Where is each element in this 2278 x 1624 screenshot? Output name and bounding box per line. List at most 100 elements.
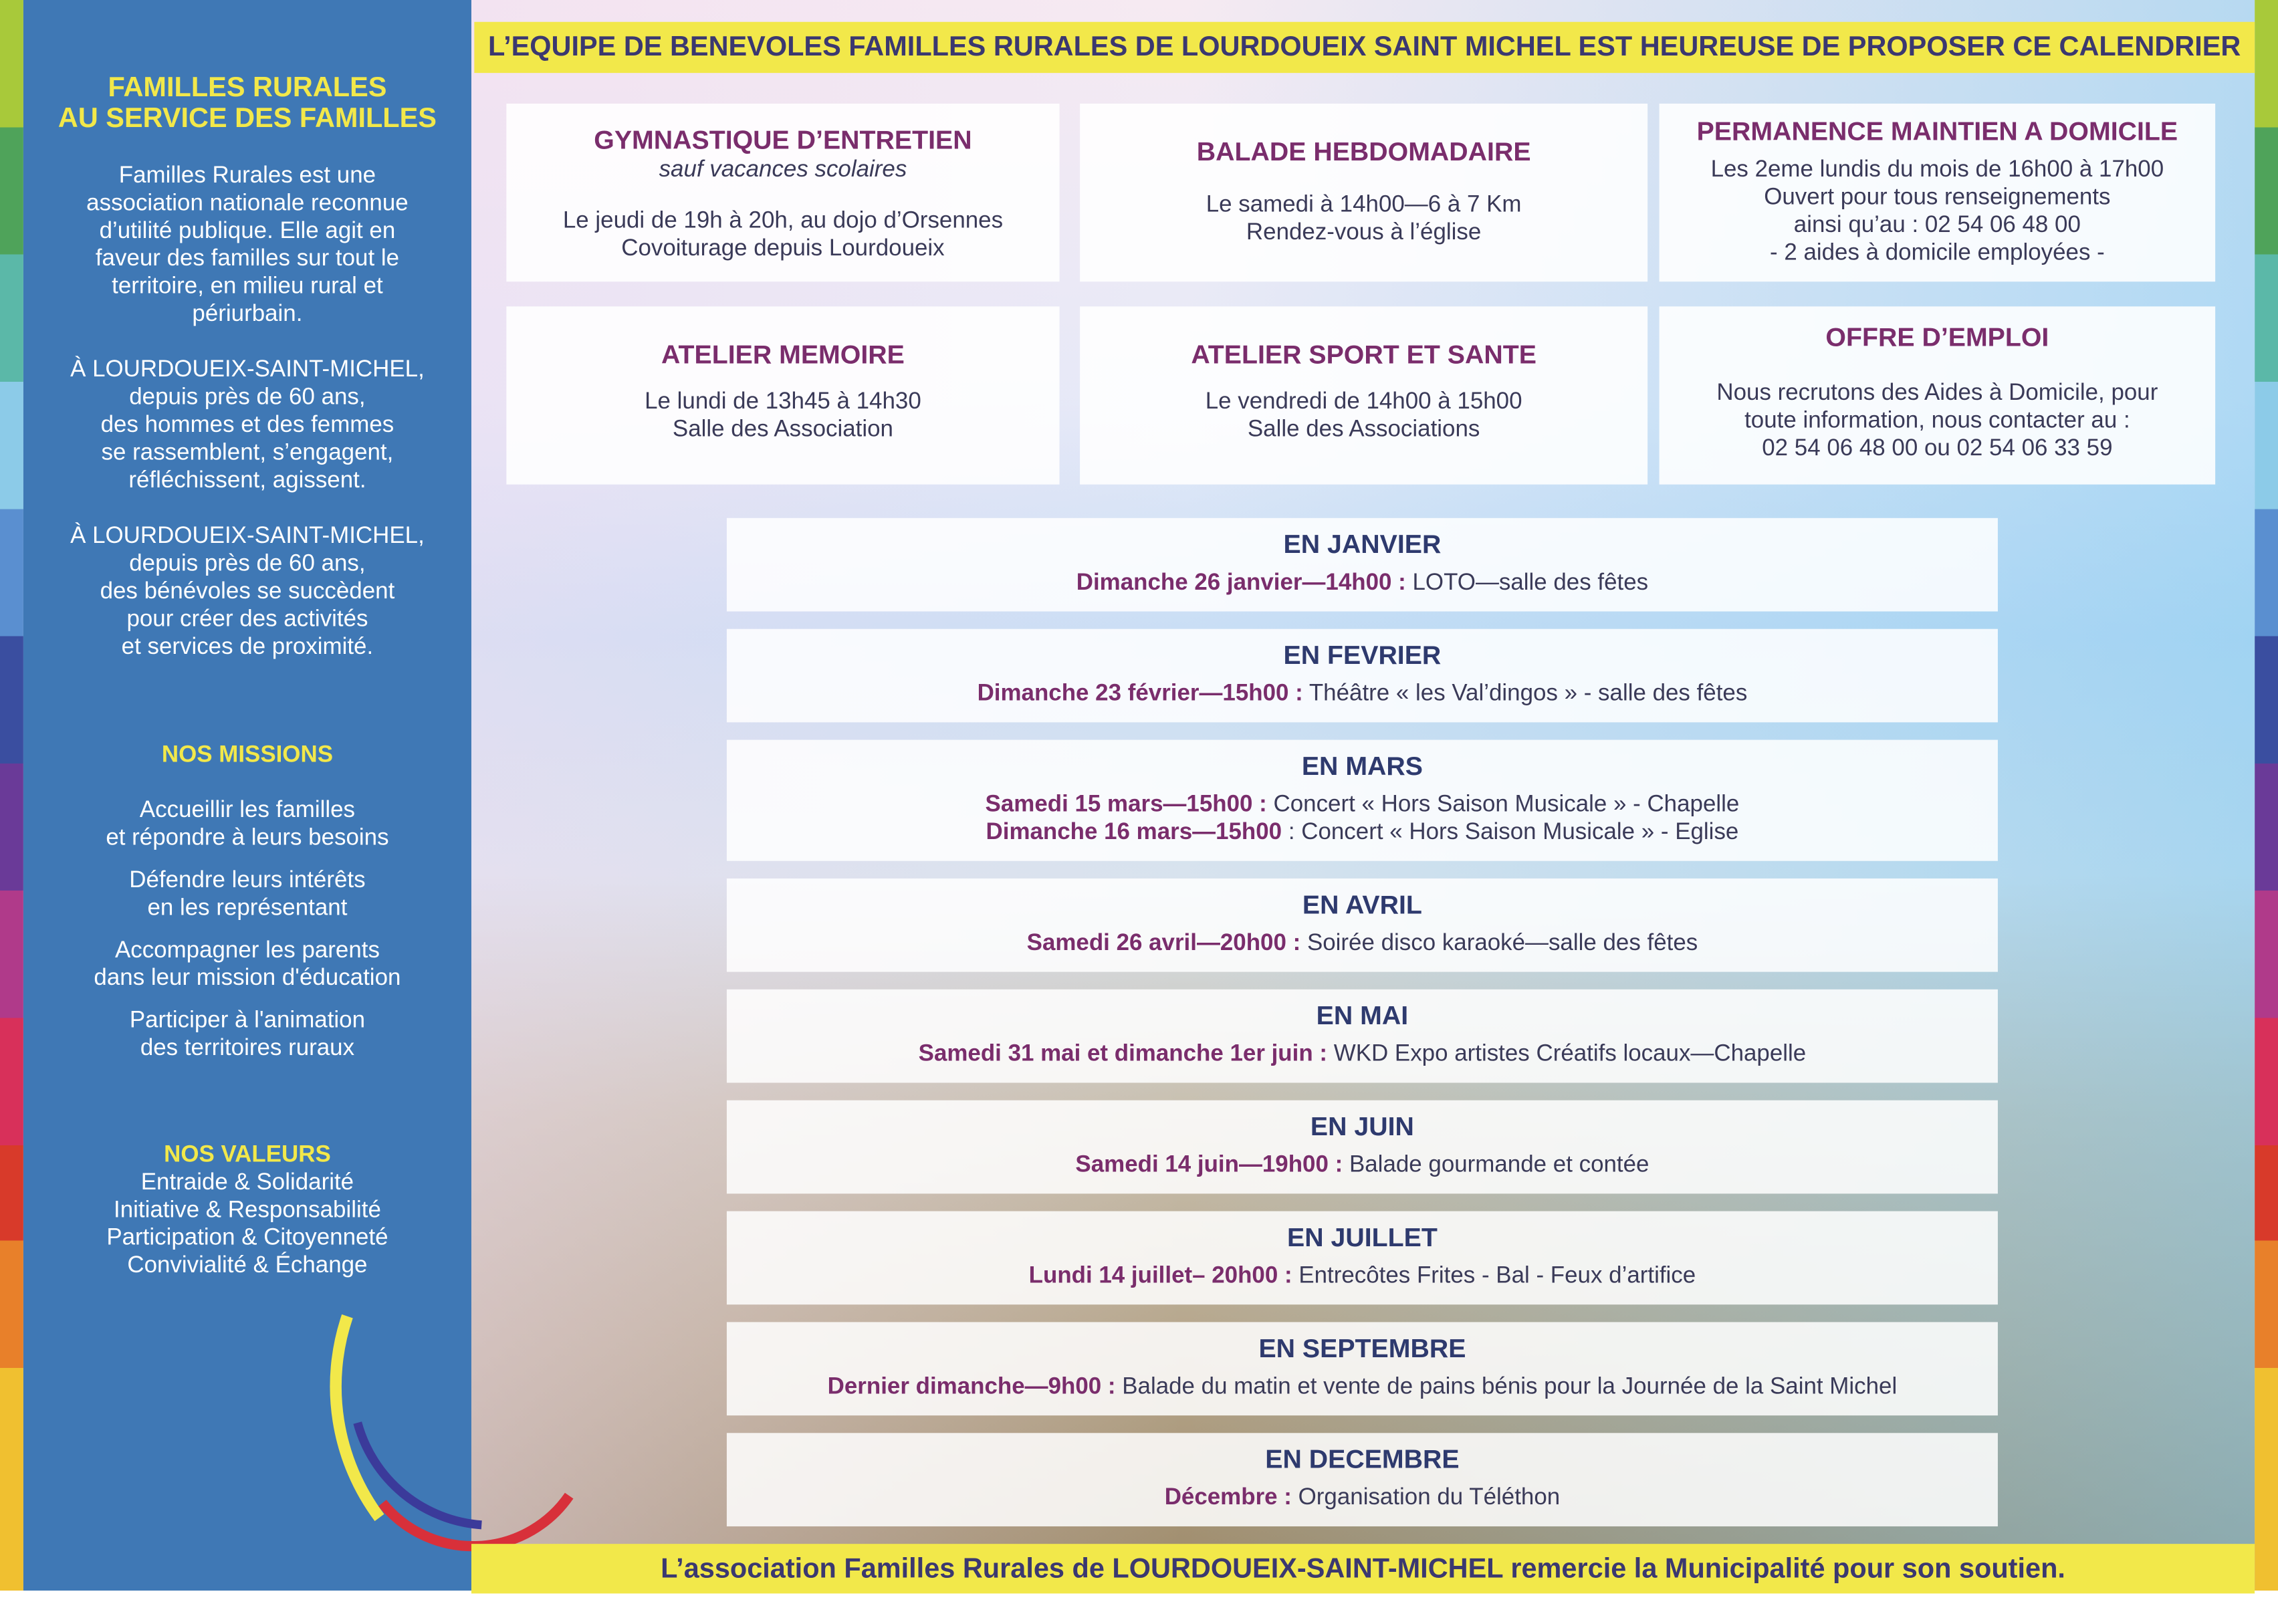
- event-what: Théâtre « les Val’dingos » - salle des f…: [1308, 681, 1748, 707]
- section-heading: NOS MISSIONS: [161, 742, 334, 768]
- activity-title: ATELIER MEMOIRE: [661, 340, 905, 370]
- color-strip: [0, 0, 23, 1591]
- value-item: Entraide & Solidarité: [140, 1170, 354, 1195]
- logo-arcs: [330, 1314, 574, 1552]
- activity-title: BALADE HEBDOMADAIRE: [1196, 137, 1531, 166]
- text-line: Le jeudi de 19h à 20h, au dojo d’Orsenne…: [562, 209, 1004, 234]
- arc: [330, 1314, 384, 1522]
- text-line: se rassemblent, s’engagent,: [101, 441, 394, 466]
- event-when: Dimanche 26 janvier—14h00 :: [1076, 570, 1406, 596]
- text-line: Accompagner les parents: [114, 938, 380, 963]
- text-line: Accueillir les familles: [139, 798, 356, 823]
- activity-card: OFFRE D’EMPLOI Nous recrutons des Aides à…: [1659, 306, 2216, 485]
- value-item: Convivialité & Échange: [127, 1253, 368, 1278]
- mission: Accompagner les parents dans leur mission…: [23, 937, 471, 992]
- text-line: Salle des Association: [672, 417, 893, 443]
- text-line: Défendre leurs intérêts: [129, 868, 366, 893]
- activity-body: Nous recrutons des Aides à Domicile, pou…: [1660, 379, 2216, 462]
- event-month: EN AVRIL Samedi 26 avril—20h00 : Soirée d…: [726, 878, 1998, 972]
- event-entry: Décembre : Organisation du Téléthon: [727, 1484, 1998, 1512]
- text-line: À LOURDOUEIX-SAINT-MICHEL,: [70, 524, 425, 549]
- activity-card: BALADE HEBDOMADAIRE Le samedi à 14h00—6 à…: [1080, 103, 1648, 282]
- text-line: en les représentant: [147, 896, 348, 921]
- text-line: et répondre à leurs besoins: [106, 826, 389, 851]
- color-strip: [2255, 0, 2278, 1591]
- event-entry: Lundi 14 juillet– 20h00 : Entrecôtes Fri…: [727, 1262, 1998, 1290]
- event-entry: Samedi 31 mai et dimanche 1er juin : WKD…: [727, 1040, 1998, 1068]
- event-month: EN JANVIER Dimanche 26 janvier—14h00 : LO…: [726, 517, 1998, 612]
- header-title: L’EQUIPE DE BENEVOLES FAMILLES RURALES D…: [488, 32, 2241, 63]
- text-line: 02 54 06 48 00 ou 02 54 06 33 59: [1762, 436, 2113, 461]
- text-line: Nous recrutons des Aides à Domicile, pou…: [1716, 380, 2158, 406]
- activity-card: GYMNASTIQUE D’ENTRETIEN sauf vacances sco…: [506, 103, 1060, 282]
- activity-body: Le vendredi de 14h00 à 15h00 Salle des As…: [1080, 388, 1647, 444]
- text-line: Covoiturage depuis Lourdoueix: [621, 236, 945, 261]
- text-line: Rendez-vous à l’église: [1246, 220, 1482, 245]
- event-what: Organisation du Téléthon: [1298, 1485, 1561, 1510]
- event-when: Samedi 15 mars—15h00 :: [985, 792, 1267, 818]
- value-item: Participation & Citoyenneté: [106, 1226, 388, 1251]
- text-line: depuis près de 60 ans,: [129, 552, 366, 577]
- text-line: association nationale reconnue: [86, 191, 409, 217]
- event-month: EN MAI Samedi 31 mai et dimanche 1er juin…: [726, 989, 1998, 1083]
- text-line: d’utilité publique. Elle agit en: [99, 219, 396, 244]
- text-line: Participer à l'animation: [129, 1008, 366, 1034]
- event-what: Balade gourmande et contée: [1349, 1153, 1649, 1178]
- section-heading: NOS VALEURS: [164, 1142, 331, 1168]
- mission: Accueillir les familles et répondre à leu…: [23, 797, 471, 852]
- event-what: Entrecôtes Frites - Bal - Feux d’artific…: [1298, 1264, 1696, 1289]
- text-line: Salle des Associations: [1247, 417, 1480, 443]
- event-entry: Dernier dimanche—9h00 : Balade du matin …: [727, 1373, 1998, 1401]
- activity-body: Le lundi de 13h45 à 14h30 Salle des Assoc…: [506, 388, 1059, 444]
- header-banner: L’EQUIPE DE BENEVOLES FAMILLES RURALES D…: [474, 21, 2255, 74]
- sidebar-paragraph: À LOURDOUEIX-SAINT-MICHEL, depuis près de…: [23, 356, 471, 495]
- event-month: EN DECEMBRE Décembre : Organisation du Té…: [726, 1433, 1998, 1526]
- sidebar-paragraph: À LOURDOUEIX-SAINT-MICHEL, depuis près de…: [23, 522, 471, 661]
- event-what: Balade du matin et vente de pains bénis …: [1122, 1374, 1898, 1400]
- month-title: EN AVRIL: [1302, 890, 1422, 920]
- month-title: EN JUIN: [1310, 1112, 1414, 1141]
- event-when: Samedi 14 juin—19h00 :: [1075, 1153, 1343, 1178]
- text-line: toute information, nous contacter au :: [1744, 409, 2130, 434]
- event-what: : Concert « Hors Saison Musicale » - Egl…: [1288, 820, 1739, 845]
- footer-banner: L’association Familles Rurales de LOURDO…: [471, 1544, 2255, 1594]
- arc: [353, 1421, 482, 1530]
- event-what: LOTO—salle des fêtes: [1412, 570, 1649, 596]
- event-month: EN MARS Samedi 15 mars—15h00 : Concert « …: [726, 739, 1998, 861]
- text-line: Ouvert pour tous renseignements: [1764, 185, 2111, 211]
- text-line: territoire, en milieu rural et: [112, 274, 383, 300]
- month-title: EN JUILLET: [1287, 1223, 1438, 1252]
- activity-subtitle: sauf vacances scolaires: [659, 157, 907, 183]
- text-line: des territoires ruraux: [140, 1036, 355, 1061]
- text-line: - 2 aides à domicile employées -: [1769, 241, 2105, 266]
- mission: Défendre leurs intérêts en les représenta…: [23, 866, 471, 922]
- event-when: Décembre :: [1164, 1485, 1292, 1510]
- text-line: depuis près de 60 ans,: [129, 385, 366, 411]
- text-line: dans leur mission d'éducation: [94, 965, 401, 991]
- footer-text: L’association Familles Rurales de LOURDO…: [661, 1554, 2065, 1585]
- text-line: des hommes et des femmes: [100, 413, 394, 438]
- month-title: EN MARS: [1301, 751, 1423, 781]
- text-line: Le vendredi de 14h00 à 15h00: [1205, 389, 1522, 415]
- event-month: EN SEPTEMBRE Dernier dimanche—9h00 : Bala…: [726, 1322, 1998, 1416]
- event-when: Lundi 14 juillet– 20h00 :: [1028, 1264, 1292, 1289]
- event-entry: Samedi 14 juin—19h00 : Balade gourmande …: [727, 1151, 1998, 1179]
- events: EN JANVIER Dimanche 26 janvier—14h00 : LO…: [726, 517, 1998, 1526]
- event-month: EN FEVRIER Dimanche 23 février—15h00 : Th…: [726, 628, 1998, 723]
- activity-title: PERMANENCE MAINTIEN A DOMICILE: [1696, 116, 2178, 146]
- sidebar-title: AU SERVICE DES FAMILLES: [58, 103, 437, 134]
- text-line: pour créer des activités: [126, 606, 368, 632]
- text-line: Familles Rurales est une: [118, 163, 376, 189]
- event-month: EN JUILLET Lundi 14 juillet– 20h00 : Entr…: [726, 1211, 1998, 1305]
- activity-body: Les 2eme lundis du mois de 16h00 à 17h00…: [1660, 156, 2216, 267]
- activity-title: OFFRE D’EMPLOI: [1825, 322, 2049, 352]
- month-title: EN JANVIER: [1283, 530, 1442, 559]
- activity-title: GYMNASTIQUE D’ENTRETIEN: [594, 125, 972, 155]
- activity-title: ATELIER SPORT ET SANTE: [1191, 340, 1536, 370]
- text-line: des bénévoles se succèdent: [100, 579, 395, 604]
- event-what: WKD Expo artistes Créatifs locaux—Chapel…: [1333, 1042, 1807, 1067]
- text-line: faveur des familles sur tout le: [95, 246, 400, 271]
- event-when: Samedi 31 mai et dimanche 1er juin :: [918, 1042, 1328, 1067]
